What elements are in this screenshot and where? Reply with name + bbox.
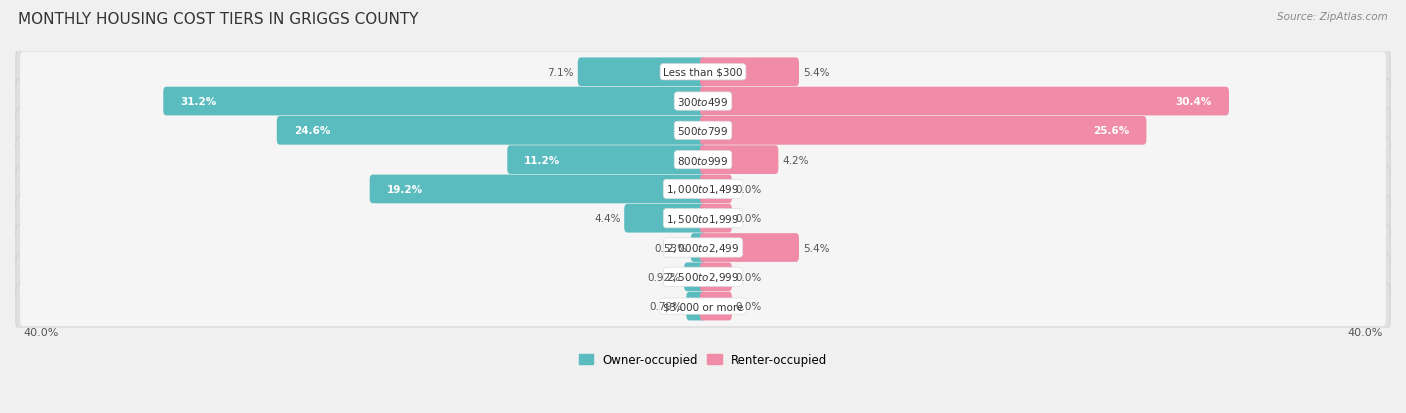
FancyBboxPatch shape	[20, 140, 1386, 180]
Text: 0.0%: 0.0%	[735, 185, 762, 195]
Text: $800 to $999: $800 to $999	[678, 154, 728, 166]
FancyBboxPatch shape	[700, 58, 799, 87]
Text: 5.4%: 5.4%	[803, 243, 830, 253]
Text: 25.6%: 25.6%	[1094, 126, 1129, 136]
FancyBboxPatch shape	[15, 254, 1391, 300]
FancyBboxPatch shape	[690, 234, 706, 262]
FancyBboxPatch shape	[15, 138, 1391, 183]
FancyBboxPatch shape	[20, 228, 1386, 268]
FancyBboxPatch shape	[508, 146, 706, 175]
FancyBboxPatch shape	[370, 175, 706, 204]
Text: 0.0%: 0.0%	[735, 272, 762, 282]
Text: $1,000 to $1,499: $1,000 to $1,499	[666, 183, 740, 196]
Text: 31.2%: 31.2%	[180, 97, 217, 107]
Text: 0.0%: 0.0%	[735, 214, 762, 224]
FancyBboxPatch shape	[700, 146, 779, 175]
FancyBboxPatch shape	[15, 225, 1391, 271]
FancyBboxPatch shape	[685, 263, 706, 292]
Text: MONTHLY HOUSING COST TIERS IN GRIGGS COUNTY: MONTHLY HOUSING COST TIERS IN GRIGGS COU…	[18, 12, 419, 27]
FancyBboxPatch shape	[686, 292, 706, 320]
FancyBboxPatch shape	[20, 82, 1386, 122]
FancyBboxPatch shape	[20, 199, 1386, 239]
FancyBboxPatch shape	[700, 117, 1146, 145]
FancyBboxPatch shape	[700, 292, 733, 320]
FancyBboxPatch shape	[277, 117, 706, 145]
Text: 0.79%: 0.79%	[650, 301, 682, 311]
FancyBboxPatch shape	[624, 204, 706, 233]
Text: $300 to $499: $300 to $499	[678, 96, 728, 108]
FancyBboxPatch shape	[700, 88, 1229, 116]
Text: 40.0%: 40.0%	[24, 328, 59, 337]
FancyBboxPatch shape	[700, 234, 799, 262]
FancyBboxPatch shape	[15, 79, 1391, 124]
FancyBboxPatch shape	[15, 196, 1391, 241]
Text: 24.6%: 24.6%	[294, 126, 330, 136]
FancyBboxPatch shape	[20, 286, 1386, 326]
Text: 0.53%: 0.53%	[654, 243, 688, 253]
Text: $1,500 to $1,999: $1,500 to $1,999	[666, 212, 740, 225]
Text: 7.1%: 7.1%	[547, 68, 574, 78]
Text: 30.4%: 30.4%	[1175, 97, 1212, 107]
FancyBboxPatch shape	[700, 204, 733, 233]
FancyBboxPatch shape	[15, 108, 1391, 154]
Text: 11.2%: 11.2%	[524, 155, 561, 165]
FancyBboxPatch shape	[15, 50, 1391, 95]
Text: 19.2%: 19.2%	[387, 185, 423, 195]
Text: 4.4%: 4.4%	[593, 214, 620, 224]
FancyBboxPatch shape	[15, 284, 1391, 329]
Legend: Owner-occupied, Renter-occupied: Owner-occupied, Renter-occupied	[579, 354, 827, 367]
Text: 5.4%: 5.4%	[803, 68, 830, 78]
Text: Less than $300: Less than $300	[664, 68, 742, 78]
Text: $3,000 or more: $3,000 or more	[662, 301, 744, 311]
FancyBboxPatch shape	[20, 257, 1386, 297]
Text: 4.2%: 4.2%	[782, 155, 808, 165]
FancyBboxPatch shape	[20, 52, 1386, 93]
Text: 40.0%: 40.0%	[1347, 328, 1382, 337]
FancyBboxPatch shape	[578, 58, 706, 87]
Text: $500 to $799: $500 to $799	[678, 125, 728, 137]
FancyBboxPatch shape	[15, 167, 1391, 212]
FancyBboxPatch shape	[20, 169, 1386, 209]
Text: 0.0%: 0.0%	[735, 301, 762, 311]
FancyBboxPatch shape	[700, 175, 733, 204]
Text: 0.92%: 0.92%	[647, 272, 681, 282]
Text: $2,000 to $2,499: $2,000 to $2,499	[666, 242, 740, 254]
FancyBboxPatch shape	[163, 88, 706, 116]
Text: $2,500 to $2,999: $2,500 to $2,999	[666, 271, 740, 284]
FancyBboxPatch shape	[20, 111, 1386, 151]
Text: Source: ZipAtlas.com: Source: ZipAtlas.com	[1277, 12, 1388, 22]
FancyBboxPatch shape	[700, 263, 733, 292]
